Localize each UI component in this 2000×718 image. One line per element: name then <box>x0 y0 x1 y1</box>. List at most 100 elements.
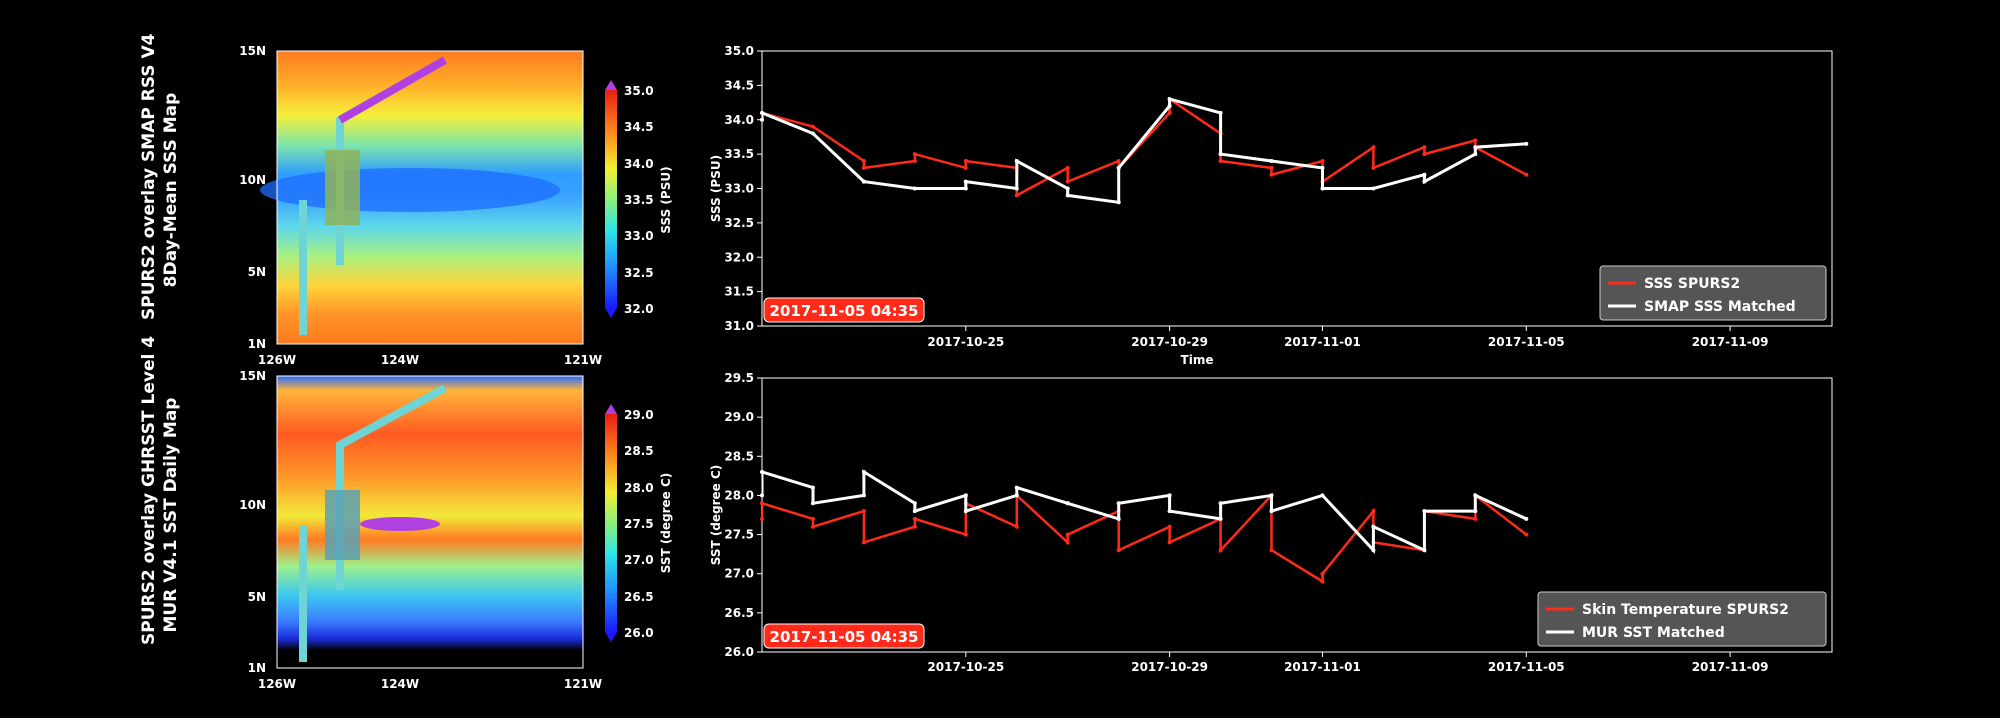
data-point <box>1116 200 1121 205</box>
data-point <box>963 493 968 498</box>
sst-cb-tick: 29.0 <box>624 408 654 422</box>
sss-cb-tick: 34.0 <box>624 157 654 171</box>
sst-cb-tick: 26.0 <box>624 626 654 640</box>
data-point <box>1422 152 1427 157</box>
data-point <box>861 159 866 163</box>
bottom-lat-tick-5n: 5N <box>248 590 266 604</box>
sst-warm-spot <box>360 517 440 531</box>
x-tick-label: 2017-11-05 <box>1488 660 1565 674</box>
data-point <box>1014 193 1019 198</box>
y-tick-label: 27.5 <box>724 528 754 542</box>
data-point <box>1269 509 1274 514</box>
data-point <box>1167 493 1172 498</box>
data-point <box>912 186 917 191</box>
y-tick-label: 26.0 <box>724 645 754 659</box>
x-tick-label: 2017-10-29 <box>1131 660 1208 674</box>
data-point <box>1065 540 1070 545</box>
data-point <box>1422 179 1427 184</box>
x-tick-label: 2017-11-09 <box>1692 335 1769 349</box>
data-point <box>1371 186 1376 191</box>
y-tick-label: 32.5 <box>724 216 754 230</box>
legend-label: SSS SPURS2 <box>1644 276 1740 292</box>
data-point <box>1320 571 1325 576</box>
legend-box <box>1599 265 1827 321</box>
data-point <box>1014 524 1019 529</box>
data-point <box>1167 104 1172 108</box>
series-line-red <box>762 96 1527 198</box>
sss-track-purple <box>338 56 447 124</box>
data-point <box>1218 110 1223 115</box>
data-point <box>1269 548 1274 553</box>
bottom-lat-tick-1n: 1N <box>248 661 266 675</box>
sst-timeseries-chart: 29.5 29.0 28.5 28.0 27.5 27.0 26.5 26.0 2017-10-… <box>709 371 1833 674</box>
data-point <box>1524 172 1529 177</box>
sst-cb-tick: 28.5 <box>624 444 654 458</box>
data-point <box>810 124 815 129</box>
top-lon-tick-124w: 124W <box>381 353 419 367</box>
data-point <box>1269 159 1274 163</box>
data-point <box>1014 186 1019 191</box>
data-point <box>1371 509 1376 514</box>
data-point <box>1422 548 1427 553</box>
x-tick-label: 2017-11-09 <box>1692 660 1769 674</box>
data-point <box>1065 165 1070 170</box>
data-point <box>963 186 968 191</box>
bottom-lon-tick-124w: 124W <box>381 677 419 691</box>
data-point <box>1269 172 1274 177</box>
timestamp-box <box>763 297 925 323</box>
data-point <box>1116 516 1121 521</box>
x-tick-label: 2017-11-01 <box>1284 660 1361 674</box>
data-point <box>1473 516 1478 521</box>
data-point <box>1065 532 1070 537</box>
y-tick-label: 26.5 <box>724 606 754 620</box>
bottom-lon-tick-121w: 121W <box>564 677 602 691</box>
data-point <box>963 165 968 170</box>
data-point <box>1116 501 1121 506</box>
top-lat-tick-15n: 15N <box>239 44 266 58</box>
sst-cb-tick: 26.5 <box>624 590 654 604</box>
data-point <box>1116 165 1121 170</box>
data-point <box>912 516 917 521</box>
data-point <box>1524 141 1529 146</box>
data-point <box>1167 509 1172 514</box>
y-tick-label: 27.0 <box>724 567 754 581</box>
x-tick-label: 2017-10-29 <box>1131 335 1208 349</box>
y-tick-label: 31.5 <box>724 285 754 299</box>
data-point <box>1065 501 1070 506</box>
data-point <box>1218 501 1223 506</box>
data-point <box>810 501 815 506</box>
data-point <box>760 493 764 498</box>
data-point <box>1065 179 1070 184</box>
data-point <box>1422 509 1427 514</box>
data-point <box>1116 548 1121 553</box>
data-point <box>760 501 764 506</box>
data-point <box>1371 548 1376 553</box>
data-point <box>1320 493 1325 498</box>
data-point <box>1473 145 1478 150</box>
data-point <box>1473 493 1478 498</box>
sst-colorbar-label: SST (degree C) <box>659 473 673 574</box>
data-point <box>963 532 968 537</box>
sss-cb-tick: 35.0 <box>624 84 654 98</box>
sst-map-frame <box>276 375 584 669</box>
sss-cb-tick: 32.0 <box>624 302 654 316</box>
data-point <box>1218 548 1223 553</box>
sst-map <box>276 375 584 669</box>
sss-cb-tick: 34.5 <box>624 120 654 134</box>
x-tick-label: 2017-10-25 <box>927 335 1004 349</box>
sst-colorbar <box>605 414 617 632</box>
y-tick-label: 33.5 <box>724 147 754 161</box>
timestamp-label: 2017-11-05 04:35 <box>770 302 919 320</box>
sss-map <box>260 50 584 345</box>
bottom-lon-tick-126w: 126W <box>258 677 296 691</box>
data-point <box>1167 540 1172 545</box>
y-tick-label: 29.0 <box>724 410 754 424</box>
data-point <box>1320 579 1325 584</box>
data-point <box>1422 145 1427 150</box>
data-point <box>963 179 968 184</box>
bottom-lat-tick-15n: 15N <box>239 369 266 383</box>
data-point <box>1473 138 1478 143</box>
data-point <box>1167 97 1172 102</box>
sst-cb-tick: 27.0 <box>624 553 654 567</box>
